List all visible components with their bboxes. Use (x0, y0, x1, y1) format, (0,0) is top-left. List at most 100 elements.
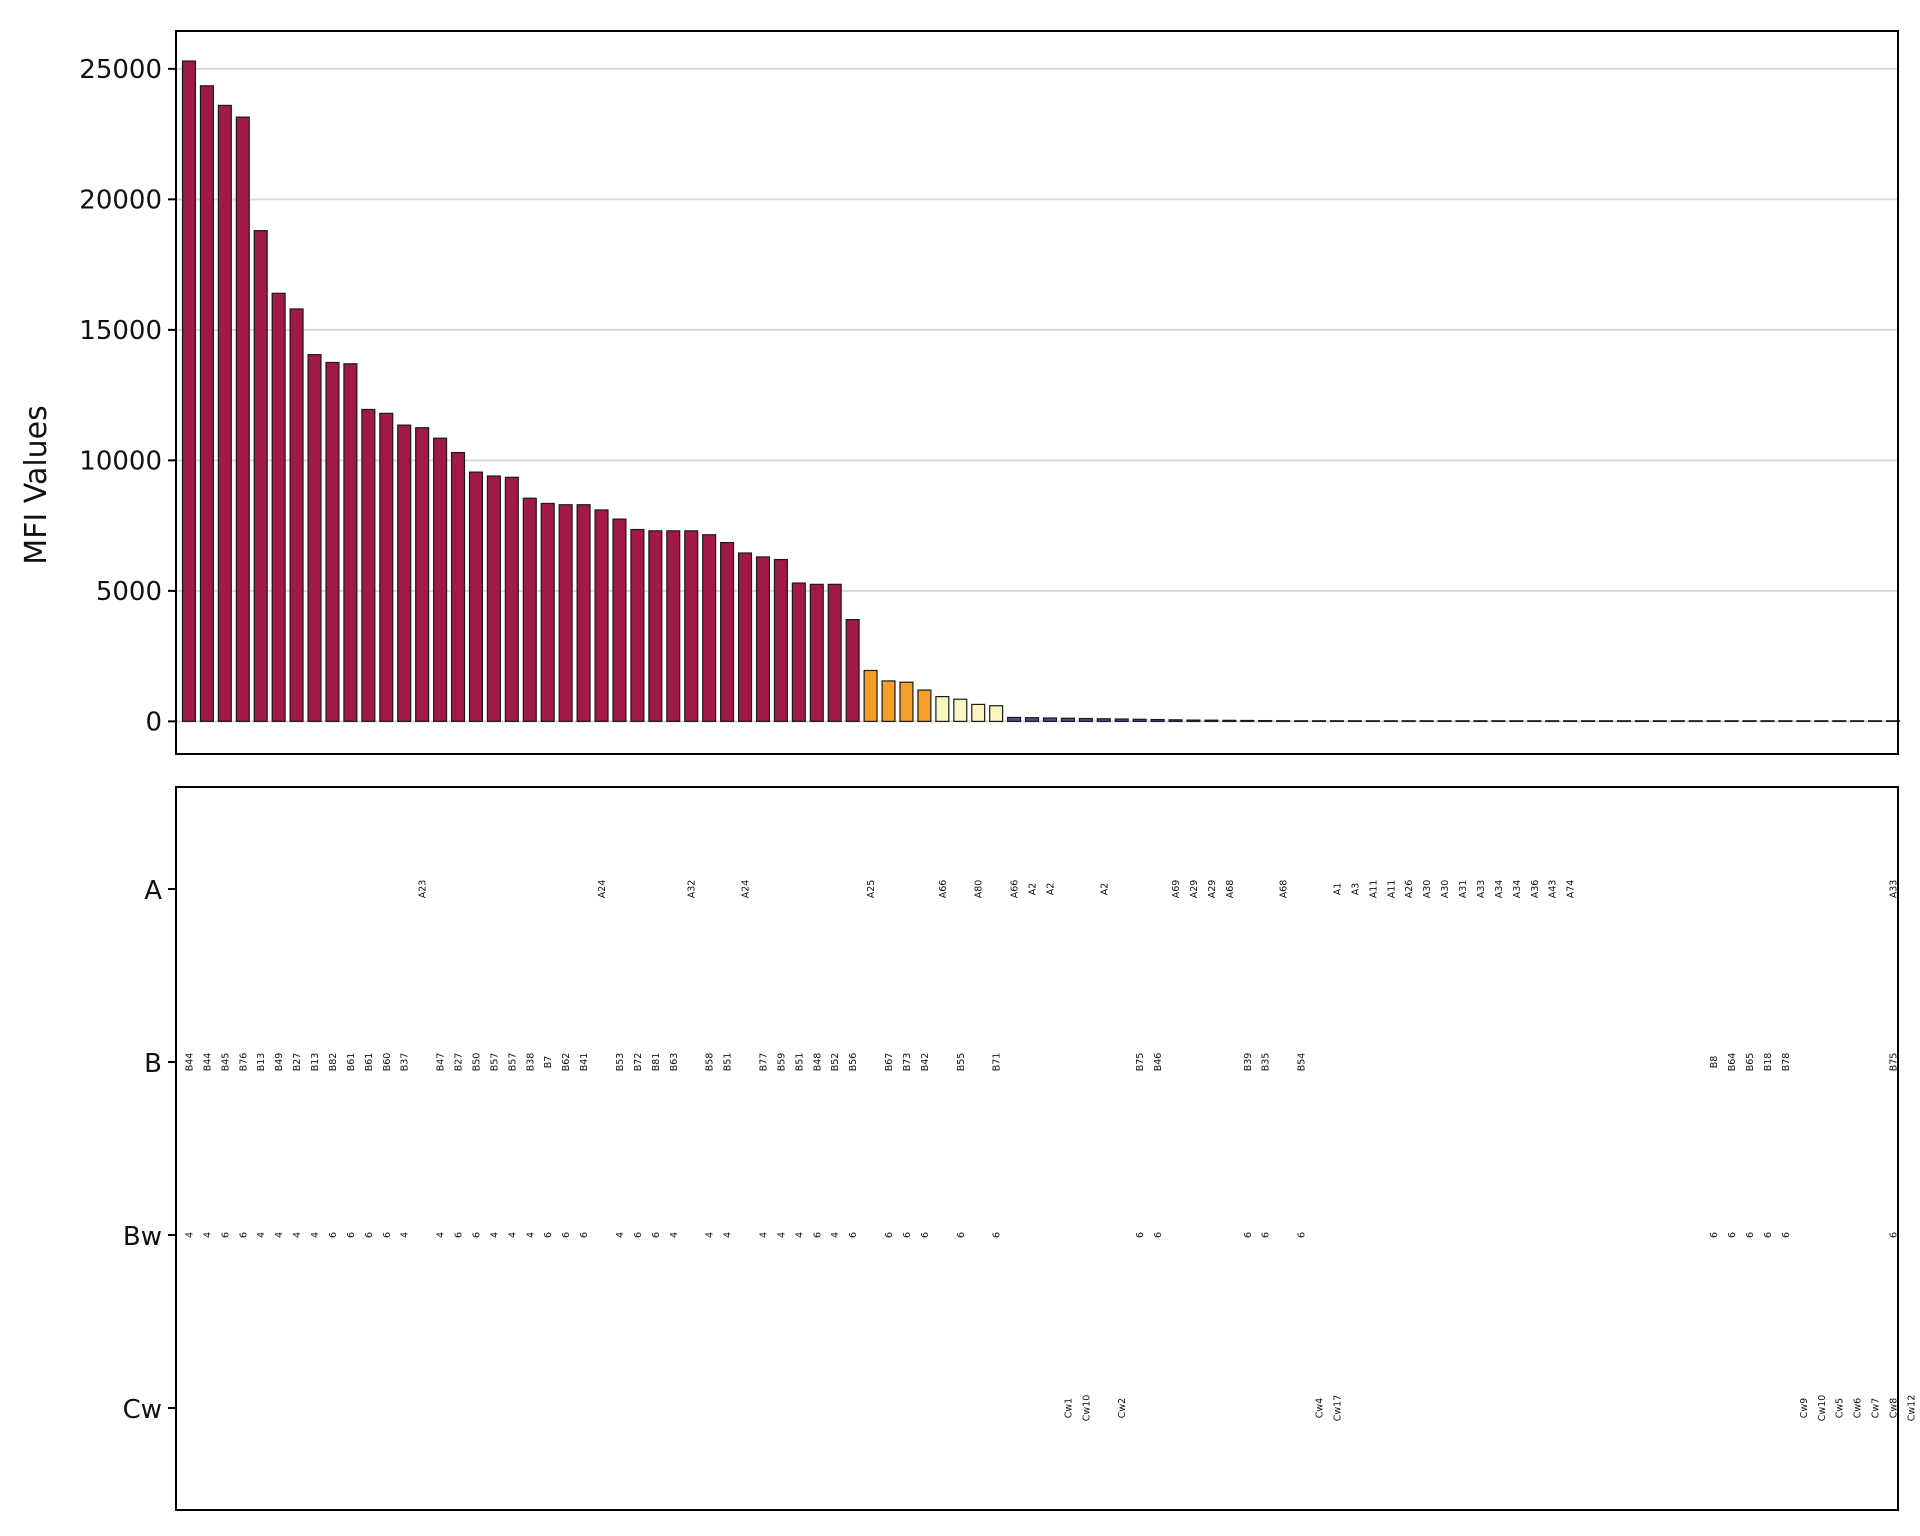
allele-cell-label: B60 (382, 1053, 393, 1072)
bottom-panel-frame (175, 786, 1899, 1511)
allele-cell-label: A33 (1476, 880, 1487, 899)
bar (1832, 720, 1847, 722)
allele-cell-label: 4 (489, 1232, 500, 1238)
bar (1150, 718, 1165, 722)
bar (917, 689, 932, 722)
allele-cell-label: B48 (812, 1053, 823, 1072)
allele-cell-label: B44 (202, 1053, 213, 1072)
bar (594, 509, 609, 722)
allele-cell-label: Cw10 (1817, 1395, 1828, 1422)
bar (1311, 720, 1327, 722)
allele-cell-label: 6 (238, 1232, 249, 1238)
allele-cell-label: A69 (1171, 880, 1182, 899)
bar (468, 471, 484, 722)
allele-cell-label: B7 (543, 1056, 554, 1069)
allele-cell-label: 4 (292, 1232, 303, 1238)
allele-cell-label: B81 (651, 1053, 662, 1072)
bar (253, 230, 268, 722)
allele-cell-label: 6 (884, 1232, 895, 1238)
allele-cell-label: Cw6 (1853, 1398, 1864, 1418)
allele-cell-label: A31 (1458, 880, 1469, 899)
allele-cell-label: A1 (1332, 883, 1343, 896)
bar (1742, 720, 1757, 722)
allele-cell-label: 4 (669, 1232, 680, 1238)
bar (199, 85, 214, 722)
allele-cell-label: 6 (328, 1232, 339, 1238)
bar (1545, 720, 1560, 722)
allele-cell-label: 6 (543, 1232, 554, 1238)
allele-cell-label: B57 (507, 1053, 518, 1072)
bar (1258, 719, 1273, 722)
allele-cell-label: B61 (364, 1053, 375, 1072)
allele-cell-label: A24 (597, 880, 608, 899)
allele-cell-label: A36 (1530, 880, 1541, 899)
allele-cell-label: B46 (1153, 1053, 1164, 1072)
allele-cell-label: A23 (418, 880, 429, 899)
allele-cell-label: Cw5 (1835, 1398, 1846, 1418)
allele-cell-label: A32 (687, 880, 698, 899)
bar (1455, 720, 1470, 722)
bar (1616, 720, 1632, 722)
allele-cell-label: B49 (274, 1053, 285, 1072)
bar (755, 556, 771, 722)
bar (1222, 719, 1237, 722)
bar (1563, 720, 1578, 722)
bar (1204, 719, 1219, 722)
allele-cell-label: B18 (1763, 1053, 1774, 1072)
bar (486, 475, 501, 722)
bar (1437, 720, 1452, 722)
allele-cell-label: 4 (256, 1232, 267, 1238)
allele-cell-label: B45 (220, 1053, 231, 1072)
bar (235, 116, 250, 722)
allele-cell-label: 6 (382, 1232, 393, 1238)
bar (971, 703, 986, 722)
mfi-bar-chart-panel: 0 5000 10000 15000 20000 25000 (79, 30, 1901, 755)
bar (433, 437, 448, 722)
allele-cell-label: B77 (758, 1053, 769, 1072)
bar (325, 361, 340, 722)
allele-cell-label: Cw2 (1117, 1398, 1128, 1418)
y-tick-label: 15000 (79, 316, 162, 346)
allele-cell-label: 6 (1781, 1232, 1792, 1238)
bar (1850, 720, 1865, 722)
allele-cell-label: A11 (1386, 880, 1397, 899)
allele-cell-label: B52 (830, 1053, 841, 1072)
bar (1078, 717, 1093, 722)
allele-cell-label: 6 (992, 1232, 1003, 1238)
bar (343, 363, 358, 722)
allele-cell-label: 4 (202, 1232, 213, 1238)
allele-cell-label: 6 (1745, 1232, 1756, 1238)
allele-cell-label: B62 (561, 1053, 572, 1072)
allele-cell-label: Cw8 (1889, 1398, 1900, 1418)
allele-cell-label: A29 (1189, 880, 1200, 899)
allele-cell-label: B76 (238, 1053, 249, 1072)
allele-cell-label: 6 (220, 1232, 231, 1238)
bar (450, 451, 466, 722)
bar (379, 412, 394, 722)
bar (1347, 720, 1362, 722)
allele-cell-label: A2 (1045, 883, 1056, 896)
allele-cell-label: A68 (1225, 880, 1236, 899)
bar (1491, 720, 1506, 722)
allele-cell-label: A33 (1889, 880, 1900, 899)
allele-cell-label: B51 (723, 1053, 734, 1072)
allele-cell-label: 6 (1709, 1232, 1720, 1238)
bar (307, 354, 322, 722)
bar (1598, 720, 1614, 722)
allele-cell-label: 6 (579, 1232, 590, 1238)
allele-cell-label: Cw10 (1081, 1395, 1092, 1422)
bar (773, 558, 788, 722)
bar (1688, 720, 1703, 722)
allele-cell-label: 4 (615, 1232, 626, 1238)
bar (1132, 718, 1147, 722)
allele-cell-label: A74 (1566, 880, 1577, 899)
allele-cell-label: 6 (920, 1232, 931, 1238)
allele-cell-label: B8 (1709, 1056, 1720, 1069)
allele-cell-label: B82 (328, 1053, 339, 1072)
allele-cell-label: 4 (184, 1232, 195, 1238)
bar (702, 534, 717, 722)
bar (1706, 720, 1721, 722)
bar (1401, 720, 1416, 722)
bar (1796, 720, 1811, 722)
allele-cell-label: 4 (776, 1232, 787, 1238)
